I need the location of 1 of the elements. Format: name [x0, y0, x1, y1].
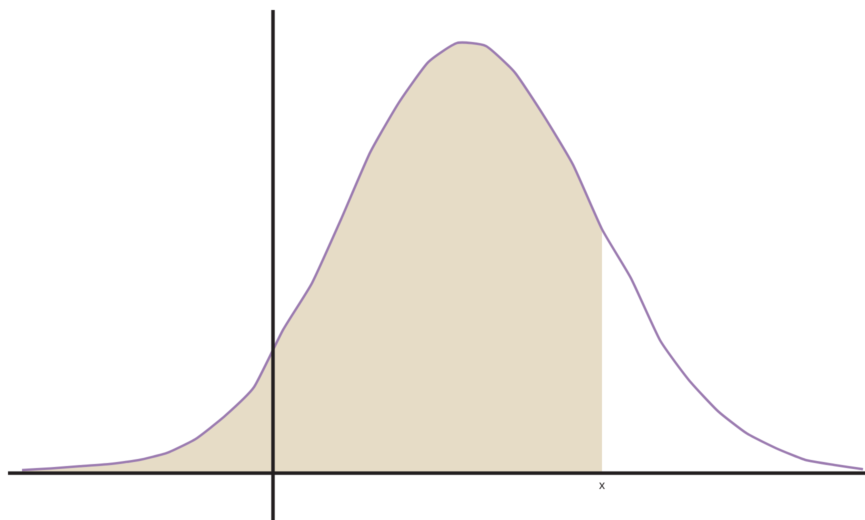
text: x: [599, 482, 605, 489]
